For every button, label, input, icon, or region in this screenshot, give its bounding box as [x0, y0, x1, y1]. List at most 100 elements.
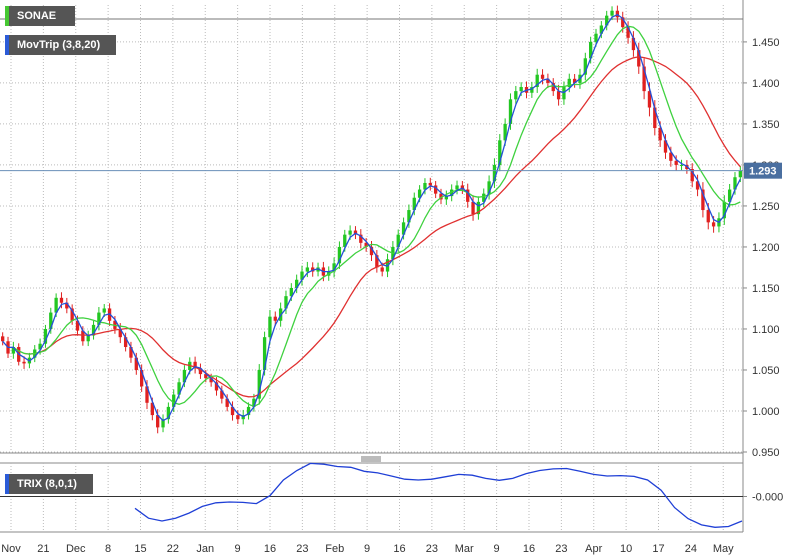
candle-body — [492, 164, 497, 182]
candle-body — [589, 41, 593, 59]
candle-body — [401, 222, 406, 235]
x-tick-label: 17 — [652, 543, 664, 555]
candle-body — [38, 343, 42, 350]
candle-body — [519, 87, 523, 92]
x-tick-label: Apr — [585, 543, 602, 555]
x-tick-label: 8 — [105, 543, 111, 555]
x-tick-label: 10 — [620, 543, 632, 555]
x-tick-label: Mar — [455, 543, 474, 555]
x-tick-label: Jan — [196, 543, 214, 555]
candle-body — [364, 242, 368, 247]
x-tick-label: Nov — [1, 543, 21, 555]
candle-body — [722, 201, 726, 219]
candle-body — [332, 263, 336, 272]
indicator-tag[interactable]: MovTrip (3,8,20) — [5, 35, 116, 55]
candle-body — [540, 74, 545, 79]
candle-body — [605, 15, 609, 26]
candle-body — [236, 415, 240, 420]
candle-body — [695, 181, 700, 190]
indicator-label: MovTrip (3,8,20) — [17, 39, 101, 51]
x-tick-label: 23 — [296, 543, 308, 555]
candle-body — [663, 140, 668, 153]
candle-body — [359, 234, 363, 243]
candle-body — [450, 189, 454, 197]
candle-body — [129, 347, 133, 358]
candle-body — [455, 185, 459, 190]
candle-body — [91, 324, 96, 336]
candle-body — [637, 50, 641, 67]
x-tick-label: May — [713, 543, 734, 555]
candle-body — [252, 398, 256, 407]
candle-body — [498, 140, 502, 165]
candle-body — [172, 394, 176, 407]
candle-body — [49, 312, 53, 329]
candle-body — [428, 182, 432, 186]
candle-body — [86, 335, 90, 342]
candle-body — [11, 347, 16, 354]
x-tick-label: 16 — [264, 543, 276, 555]
y-tick-label: 1.250 — [752, 201, 780, 213]
candle-body — [706, 210, 710, 223]
trix-tag[interactable]: TRIX (8,0,1) — [5, 474, 93, 494]
candle-body — [22, 361, 26, 364]
candle-body — [583, 58, 587, 75]
candle-body — [43, 328, 48, 344]
candle-body — [305, 267, 310, 272]
trix-color-swatch — [5, 474, 9, 494]
symbol-tag[interactable]: SONAE — [5, 6, 75, 26]
candle-body — [572, 78, 577, 83]
candle-body — [653, 107, 657, 129]
candle-body — [246, 406, 251, 416]
candle-body — [647, 91, 652, 108]
candle-body — [535, 74, 539, 88]
y-tick-label: 1.150 — [752, 283, 780, 295]
candle-body — [466, 189, 470, 202]
x-tick-label: 9 — [364, 543, 370, 555]
candle-body — [412, 197, 416, 211]
candle-body — [198, 368, 203, 375]
ma3-line — [2, 13, 741, 422]
candle-body — [530, 87, 534, 93]
candle-body — [626, 27, 630, 38]
x-tick-label: 9 — [494, 543, 500, 555]
candle-body — [225, 398, 229, 407]
x-tick-label: 21 — [37, 543, 49, 555]
candle-body — [471, 201, 475, 215]
candle-body — [70, 308, 74, 321]
candle-body — [156, 415, 160, 428]
candle-body — [556, 91, 561, 100]
last-price-label: 1.293 — [749, 166, 777, 178]
candle-body — [690, 169, 694, 182]
candle-body — [193, 361, 197, 369]
y-tick-label: 1.200 — [752, 242, 780, 254]
candle-body — [482, 193, 486, 202]
candle-body — [337, 246, 342, 264]
x-tick-label: 23 — [555, 543, 567, 555]
candles-group — [1, 5, 742, 434]
candle-body — [145, 386, 149, 403]
candle-body — [123, 337, 128, 348]
candle-body — [268, 316, 272, 338]
candle-body — [214, 382, 219, 391]
symbol-color-swatch — [5, 6, 9, 26]
candle-body — [594, 33, 598, 42]
candle-body — [102, 308, 106, 313]
ma8-line — [13, 25, 741, 408]
y-tick-label: 1.100 — [752, 324, 780, 336]
candle-body — [407, 210, 411, 223]
candle-body — [161, 419, 165, 428]
candle-body — [631, 37, 636, 51]
x-tick-label: 23 — [426, 543, 438, 555]
y-tick-label: 1.450 — [752, 37, 780, 49]
x-tick-label: 24 — [685, 543, 697, 555]
candle-body — [54, 297, 58, 313]
candle-body — [599, 25, 604, 34]
candle-body — [182, 369, 187, 383]
candle-body — [75, 320, 80, 331]
candle-body — [674, 160, 678, 165]
candle-body — [546, 78, 550, 83]
y-tick-label: 1.000 — [752, 406, 780, 418]
candle-body — [343, 234, 347, 247]
candle-body — [295, 279, 299, 288]
